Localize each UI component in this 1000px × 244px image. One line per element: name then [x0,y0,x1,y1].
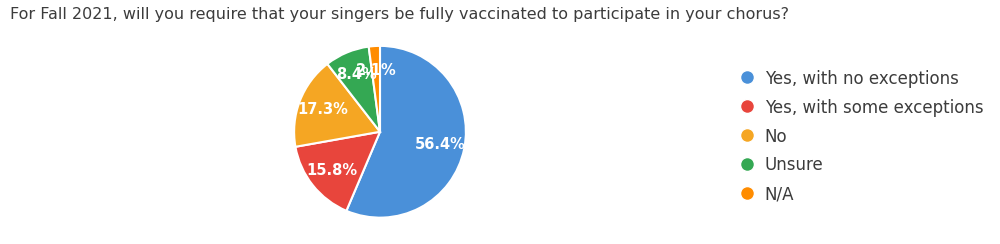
Text: 15.8%: 15.8% [306,163,357,178]
Legend: Yes, with no exceptions, Yes, with some exceptions, No, Unsure, N/A: Yes, with no exceptions, Yes, with some … [735,62,992,212]
Wedge shape [295,132,380,211]
Text: 2.1%: 2.1% [356,62,396,78]
Wedge shape [294,64,380,147]
Wedge shape [346,46,466,218]
Text: 8.4%: 8.4% [336,67,377,82]
Wedge shape [327,47,380,132]
Text: For Fall 2021, will you require that your singers be fully vaccinated to partici: For Fall 2021, will you require that you… [10,7,789,22]
Wedge shape [369,46,380,132]
Text: 56.4%: 56.4% [415,137,466,152]
Text: 17.3%: 17.3% [297,102,348,117]
